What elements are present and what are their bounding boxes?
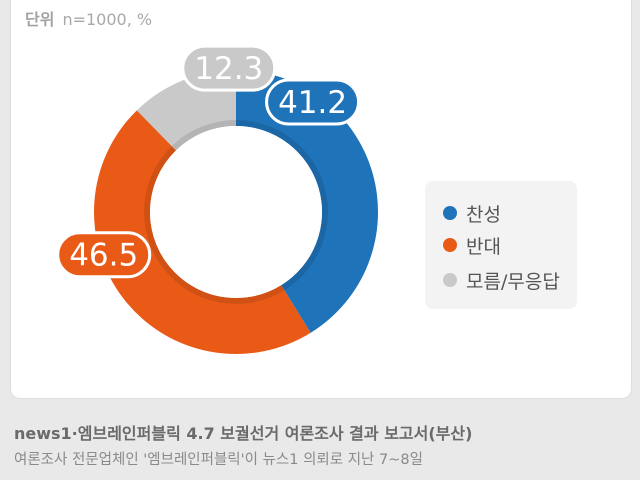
unit-line: 단위 n=1000, % — [25, 6, 152, 30]
legend-dot-unknown — [443, 273, 457, 287]
legend-item-support: 찬성 — [443, 200, 501, 226]
caption-title: news1·엠브레인퍼블릭 4.7 보궐선거 여론조사 결과 보고서(부산) — [14, 424, 473, 443]
svg-text:12.3: 12.3 — [194, 51, 263, 87]
slice-oppose — [94, 110, 311, 354]
legend-dot-oppose — [443, 238, 457, 252]
donut-hole — [150, 126, 322, 298]
legend-dot-support — [443, 206, 457, 220]
unit-label: 단위 — [25, 10, 55, 29]
svg-text:41.2: 41.2 — [278, 85, 347, 121]
data-label-unknown: 12.3 — [181, 44, 277, 92]
unit-value: n=1000, % — [62, 10, 153, 29]
chart-card: 단위 n=1000, % 41.2 46.5 12.3 찬성 반대 모름/무응답 — [10, 0, 632, 399]
slice-support — [236, 70, 378, 333]
legend-item-oppose: 반대 — [443, 232, 501, 258]
svg-text:46.5: 46.5 — [69, 238, 138, 274]
legend-label-unknown: 모름/무응답 — [466, 270, 560, 293]
legend-label-oppose: 반대 — [466, 235, 501, 258]
donut-chart: 41.2 46.5 12.3 — [56, 44, 378, 354]
legend: 찬성 반대 모름/무응답 — [425, 181, 577, 309]
legend-label-support: 찬성 — [466, 203, 501, 226]
donut-inner-shade — [144, 120, 328, 304]
caption: news1·엠브레인퍼블릭 4.7 보궐선거 여론조사 결과 보고서(부산) 여… — [14, 420, 626, 472]
data-label-support: 41.2 — [265, 78, 361, 126]
caption-line: 여론조사 전문업체인 '엠브레인퍼블릭'이 뉴스1 의뢰로 지난 7~8일 — [14, 452, 423, 468]
legend-item-unknown: 모름/무응답 — [443, 267, 560, 293]
data-label-oppose: 46.5 — [56, 231, 152, 279]
